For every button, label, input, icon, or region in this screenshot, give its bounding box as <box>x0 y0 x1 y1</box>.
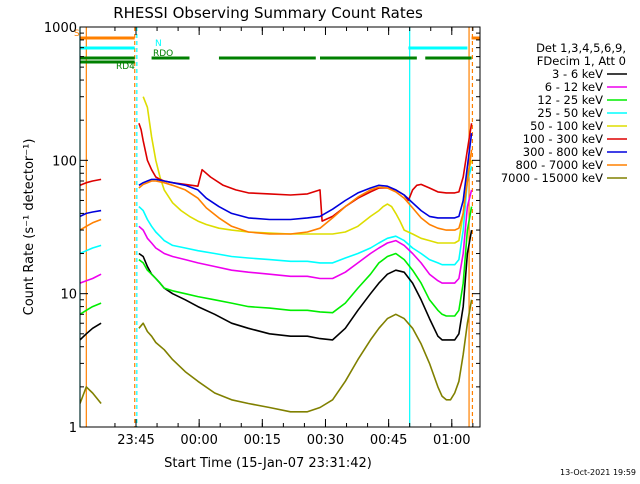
y-tick-label: 1 <box>69 421 77 436</box>
legend-header: Det 1,3,4,5,6,9, <box>536 41 626 55</box>
series-line-300-800keV <box>80 209 102 218</box>
legend-entry-label: 12 - 25 keV <box>537 93 603 107</box>
series-line-7000-15000keV <box>138 299 473 413</box>
x-tick-label: 00:45 <box>370 433 407 448</box>
series-line-800-7000keV <box>138 149 473 235</box>
status-bar-label: RDO <box>153 49 173 59</box>
status-bar-label: N <box>155 39 162 49</box>
y-axis-label: Count Rate (s⁻¹ detector⁻¹) <box>22 139 37 316</box>
legend-entry-label: 800 - 7000 keV <box>515 158 603 172</box>
y-tick-label: 100 <box>52 154 77 169</box>
x-tick-label: 00:15 <box>244 433 281 448</box>
series-line-12-25keV <box>138 206 473 317</box>
legend-header: FDecim 1, Att 0 <box>537 54 626 68</box>
chart-title: RHESSI Observing Summary Count Rates <box>113 4 423 22</box>
legend-entry-label: 25 - 50 keV <box>537 106 603 120</box>
y-tick-label: 10 <box>60 288 77 303</box>
x-axis-label: Start Time (15-Jan-07 23:31:42) <box>164 456 372 471</box>
series-line-7000-15000keV <box>80 386 102 405</box>
series-line-3-6keV <box>80 322 102 341</box>
legend-entry-label: 6 - 12 keV <box>545 80 603 94</box>
series-line-6-12keV <box>80 273 102 284</box>
legend-entry-label: 7000 - 15000 keV <box>501 171 603 185</box>
status-bar-label: S <box>74 29 80 39</box>
x-tick-label: 01:00 <box>433 433 470 448</box>
legend-entry-label: 50 - 100 keV <box>530 119 603 133</box>
legend-entry-label: 100 - 300 keV <box>523 132 603 146</box>
plot-frame <box>79 26 481 428</box>
legend-entry-label: 3 - 6 keV <box>552 67 603 81</box>
series-line-300-800keV <box>138 132 473 221</box>
series-line-50-100keV <box>142 96 473 244</box>
legend: Det 1,3,4,5,6,9,FDecim 1, Att 03 - 6 keV… <box>501 41 627 185</box>
series-line-25-50keV <box>80 244 102 255</box>
series-line-6-12keV <box>138 189 473 284</box>
axes: 1 10 100 1000 23:45 00:00 00:15 00:30 00:45 01:00 <box>44 21 480 448</box>
series-line-800-7000keV <box>80 218 102 231</box>
status-bar-label: RD4 <box>116 62 135 72</box>
legend-entry-label: 300 - 800 keV <box>523 145 603 159</box>
y-tick-label: 1000 <box>44 21 77 36</box>
x-tick-label: 00:30 <box>307 433 344 448</box>
series-line-12-25keV <box>80 302 102 315</box>
date-stamp: 13-Oct-2021 19:59 <box>560 468 636 477</box>
x-tick-label: 23:45 <box>117 433 154 448</box>
series-lines <box>80 96 473 413</box>
series-line-100-300keV <box>80 178 102 187</box>
series-line-25-50keV <box>138 166 473 266</box>
x-tick-label: 00:00 <box>180 433 217 448</box>
